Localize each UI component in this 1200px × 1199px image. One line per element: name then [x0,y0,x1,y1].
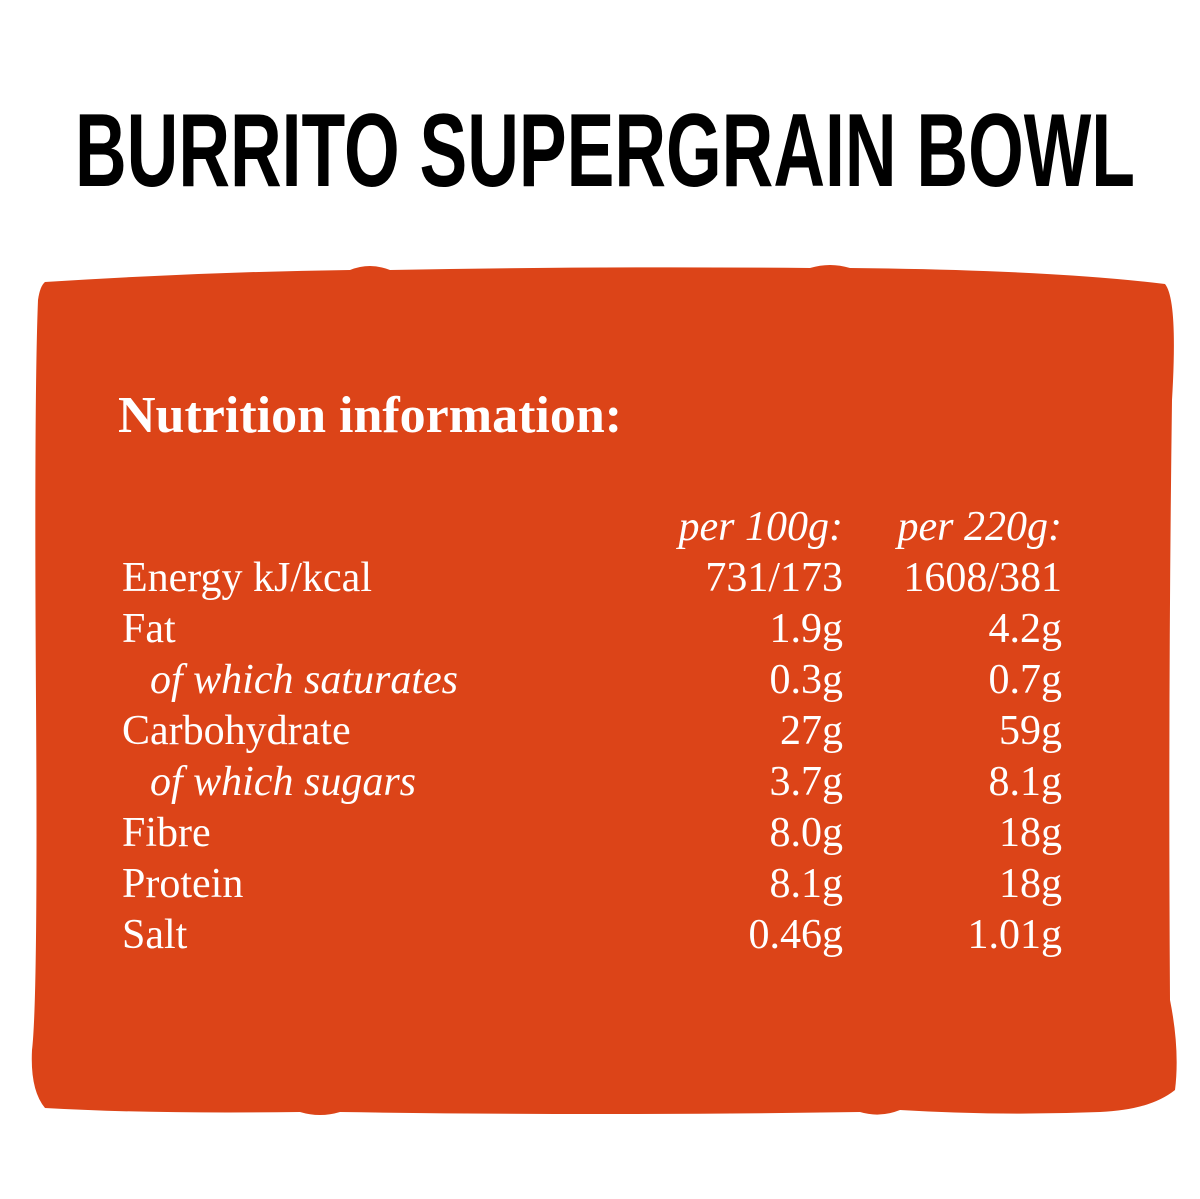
cell-value: 1.01g [968,912,1063,958]
row-label: Carbohydrate [122,708,351,754]
cell-value: 8.1g [770,861,844,907]
row-label: Energy kJ/kcal [122,555,372,601]
cell-value: 3.7g [770,759,844,805]
cell-value: 8.1g [989,759,1063,805]
cell-value: 0.46g [749,912,844,958]
cell-value: 0.7g [989,657,1063,703]
panel [31,265,1177,1115]
cell-value: 4.2g [989,606,1063,652]
row-label: Fat [122,606,176,652]
cell-value: 731/173 [705,555,843,601]
row-label: Salt [122,912,188,958]
cell-value: 8.0g [770,810,844,856]
cell-value: 18g [999,861,1062,907]
column-header: per 220g: [895,504,1062,550]
cell-value: 0.3g [770,657,844,703]
row-label: Protein [122,861,243,907]
cell-value: 1608/381 [903,555,1062,601]
cell-value: 18g [999,810,1062,856]
panel-heading: Nutrition information: [118,387,622,444]
column-header: per 100g: [676,504,843,550]
cell-value: 1.9g [770,606,844,652]
nutrition-table: per 100g: per 220g: Energy kJ/kcal 731/1… [122,504,1062,958]
cell-value: 27g [780,708,843,754]
cell-value: 59g [999,708,1062,754]
row-label: of which sugars [150,759,416,805]
row-label: of which saturates [150,657,458,703]
row-label: Fibre [122,810,211,856]
title: BURRITO SUPERGRAIN BOWL [75,93,1135,209]
